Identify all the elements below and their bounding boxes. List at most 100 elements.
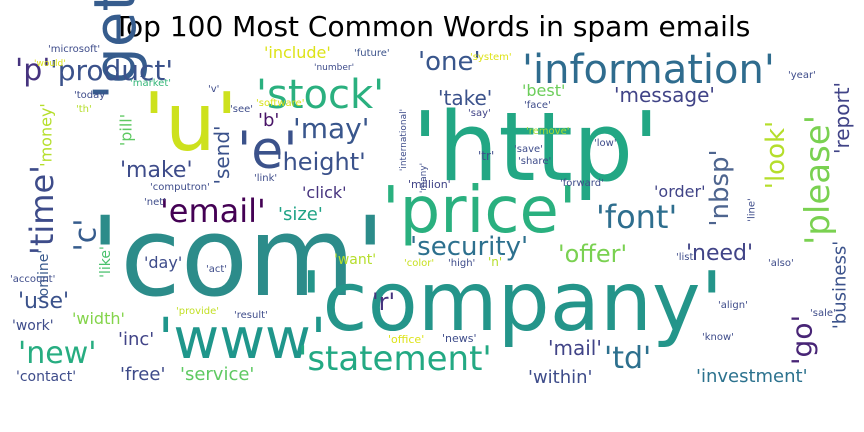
cloud-word: 'may' [293,112,369,145]
cloud-word: 'height' [276,148,366,176]
cloud-word: 'net' [144,197,166,208]
cloud-word: 'high' [448,258,475,269]
cloud-word: 'report' [830,82,854,154]
cloud-word: 'work' [12,318,54,334]
cloud-word: 'e' [237,121,298,181]
cloud-word: 'n' [488,255,502,269]
cloud-word: 'size' [278,204,323,225]
cloud-word: 'please' [798,115,838,245]
cloud-word: 'want' [334,252,376,268]
cloud-word: 'low' [594,138,617,149]
cloud-word: 'free' [120,364,165,385]
cloud-word: 'best' [522,81,565,100]
cloud-word: 'align' [718,300,748,311]
cloud-word: 'product' [50,54,173,87]
cloud-word: 'investment' [696,366,808,387]
cloud-word: 'system' [470,52,512,63]
cloud-word: 'include' [264,43,331,62]
cloud-word: 'international' [399,109,409,171]
cloud-word: 'market' [130,78,171,89]
cloud-word: 'link' [254,173,277,184]
cloud-word: 'within' [528,367,593,388]
cloud-word: 'font' [596,198,677,236]
cloud-word: 'computron' [150,182,210,193]
cloud-word: 'need' [686,241,753,266]
cloud-word: 'click' [302,183,347,202]
cloud-word: 'b' [258,110,279,131]
cloud-word: 'www' [158,307,326,372]
page-title: Top 100 Most Common Words in spam emails [113,10,751,43]
cloud-word: 'one' [418,47,481,77]
cloud-word: 'statement' [298,339,492,379]
cloud-word: 'many' [419,163,429,193]
cloud-word: 'mail' [548,336,602,360]
cloud-word: 'time' [23,165,61,255]
cloud-word: 'th' [76,104,92,115]
cloud-word: 'offer' [558,240,627,268]
cloud-word: 'get' [81,0,149,100]
cloud-word: 'u' [143,76,238,169]
cloud-word: 'information' [522,47,775,93]
cloud-word: 'service' [180,364,254,385]
cloud-word: 'money' [37,103,56,167]
cloud-word: 'office' [388,333,424,346]
cloud-word: 'c' [69,219,104,252]
cloud-word: 'remove' [526,126,569,137]
cloud-word: 'software' [256,98,304,109]
cloud-word: 'td' [604,341,651,376]
cloud-word: 'know' [702,332,734,343]
cloud-word: 'email' [160,192,266,230]
cloud-word: 'news' [442,332,477,345]
cloud-word: 'company' [300,255,723,350]
cloud-word: 'stock' [256,72,384,118]
cloud-word: 'say' [468,108,491,119]
cloud-word: 'color' [404,258,434,269]
cloud-word: 'price' [382,174,576,248]
cloud-word: 'send' [210,125,234,184]
cloud-word: 'face' [524,100,551,111]
cloud-word: 'forward' [560,178,604,189]
cloud-word: 'new' [18,336,97,371]
cloud-word: 'provide' [176,306,219,317]
cloud-word: 'list' [676,252,696,263]
cloud-word: 'http' [412,93,659,203]
cloud-word: 'message' [614,83,715,107]
cloud-word: 'take' [438,86,492,110]
cloud-word: 'tr' [478,149,494,163]
cloud-word: 'com' [90,193,385,321]
cloud-word: 'million' [408,178,451,191]
cloud-word: 'go' [786,315,819,365]
cloud-word: 'save' [514,144,543,155]
cloud-word: 'sale' [810,308,836,319]
cloud-word: 'online' [36,250,52,300]
cloud-word: 'today' [74,90,108,101]
cloud-word: 'line' [747,198,758,222]
cloud-word: 'look' [761,121,791,189]
cloud-word: 'inc' [118,329,154,350]
cloud-word: 'contact' [16,369,76,385]
cloud-word: 'would' [34,59,66,69]
cloud-word: 'result' [234,310,268,321]
cloud-word: 'nbsp' [705,149,735,226]
cloud-word: 'p' [15,53,51,88]
cloud-word: 'future' [354,48,390,59]
cloud-word: 'width' [72,309,125,328]
cloud-word: 'year' [788,70,816,81]
cloud-word: 'order' [654,182,705,201]
cloud-word: 'security' [410,232,528,262]
cloud-word: 'use' [18,289,69,314]
cloud-word: 'r' [372,288,395,316]
cloud-word: 'act' [206,264,227,275]
cloud-word: 'account' [10,274,55,285]
cloud-word: 'v' [208,84,219,95]
cloud-word: 'like' [98,246,114,278]
cloud-word: 'also' [768,258,794,269]
cloud-word: 'business' [830,241,851,329]
cloud-word: 'see' [230,104,253,115]
cloud-word: 'microsoft' [48,44,100,55]
cloud-word: 'day' [144,253,182,272]
cloud-word: 'share' [518,156,551,167]
cloud-word: 'number' [314,63,354,73]
cloud-word: 'pill' [117,114,136,146]
